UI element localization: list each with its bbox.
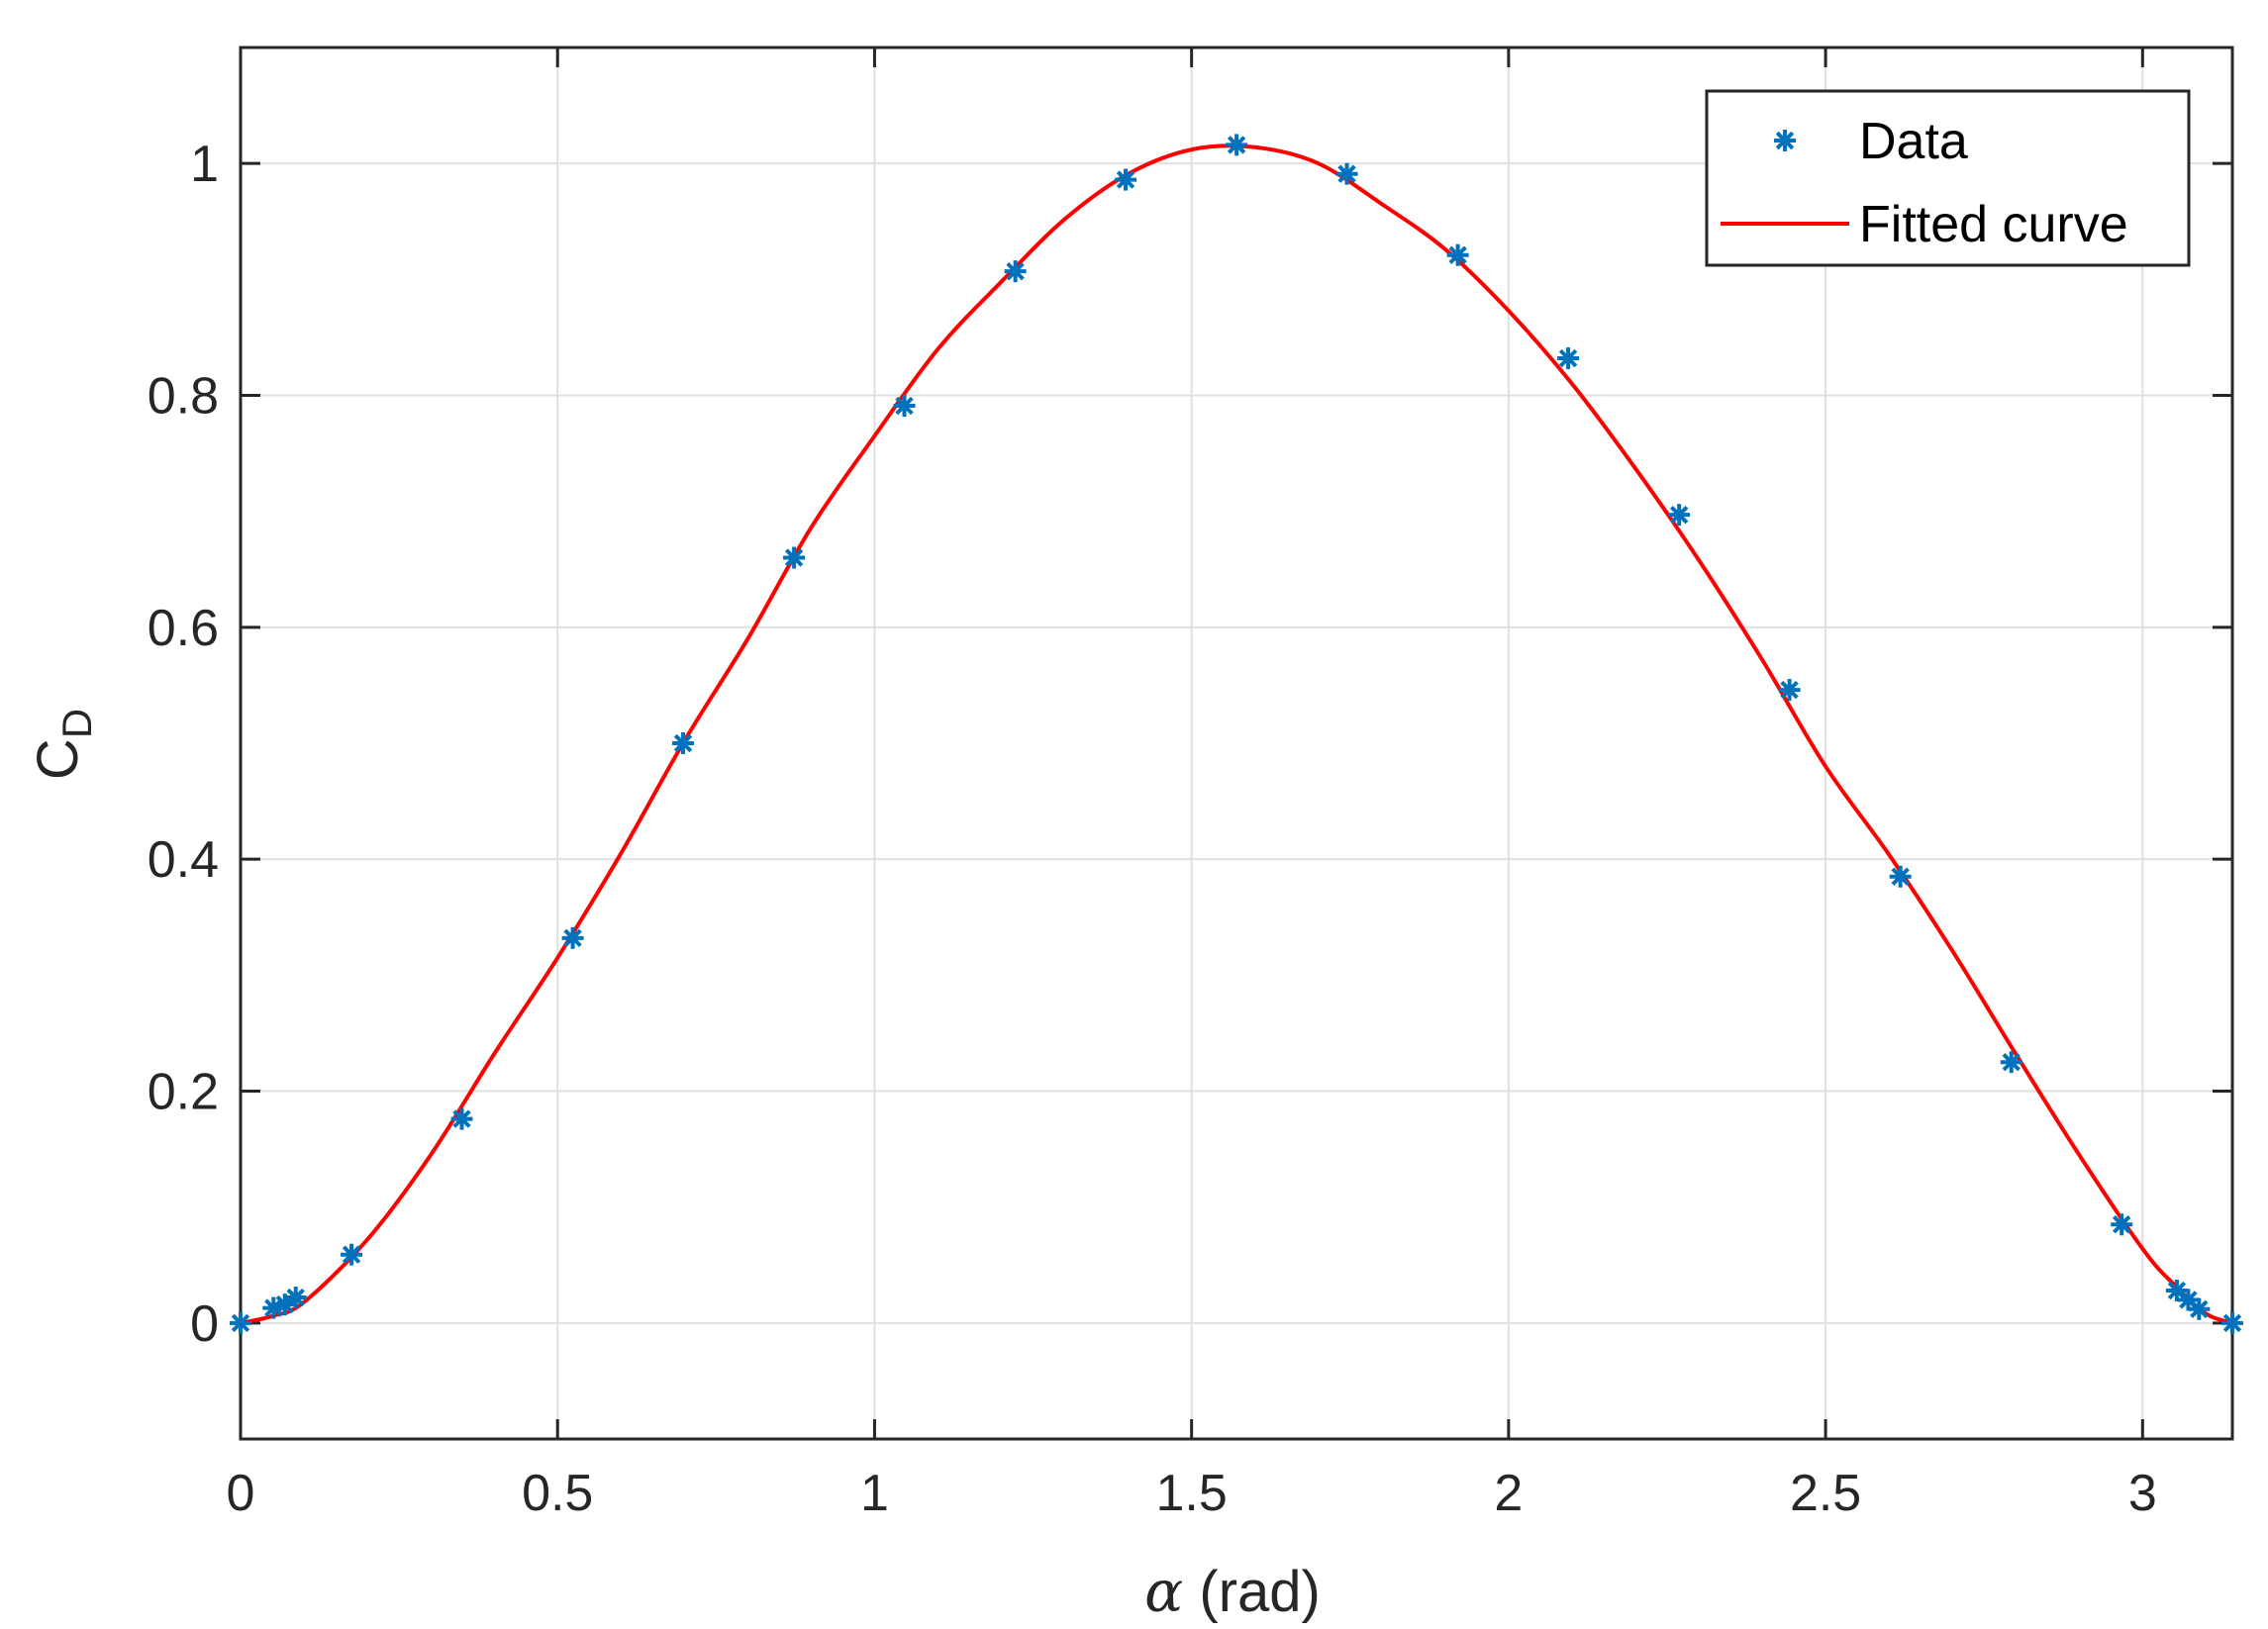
data-point: [1335, 162, 1358, 185]
data-point: [1778, 679, 1801, 702]
legend: Data Fitted curve: [1705, 89, 2191, 267]
y-tick-label: 0.8: [148, 368, 219, 426]
fitted-curve-line: [240, 144, 2233, 1325]
data-point: [450, 1107, 473, 1130]
y-tick-labels: 0 0.2 0.4 0.6 0.8 1: [148, 136, 219, 1353]
data-point: [341, 1243, 363, 1266]
fitted-curve-series: [240, 144, 2233, 1325]
legend-label-data: Data: [1859, 113, 1968, 170]
grid: [240, 48, 2232, 1439]
x-tick-labels: 0 0.5 1 1.5 2 2.5 3: [227, 1465, 2157, 1522]
x-tick-label: 2: [1494, 1465, 1523, 1522]
x-tick-label: 3: [2128, 1465, 2157, 1522]
y-tick-label: 0.6: [148, 600, 219, 657]
x-tick-label: 1.5: [1156, 1465, 1228, 1522]
data-point: [2111, 1213, 2133, 1236]
data-point: [1668, 504, 1691, 527]
y-axis-main: C: [26, 738, 90, 780]
axes-box: [239, 46, 2234, 1441]
data-point: [1889, 865, 1912, 888]
y-axis-title: CD: [26, 709, 100, 780]
x-tick-label: 0.5: [522, 1465, 593, 1522]
x-tick-label: 2.5: [1790, 1465, 1861, 1522]
data-point: [1557, 347, 1580, 370]
data-point: [672, 732, 695, 754]
data-point: [783, 546, 806, 569]
y-axis-subscript: D: [53, 709, 100, 738]
data-point: [284, 1287, 307, 1309]
legend-data-marker: [1774, 130, 1796, 151]
tick-marks: [239, 48, 2232, 1439]
x-tick-label: 0: [227, 1465, 255, 1522]
y-tick-label: 0: [190, 1295, 219, 1353]
legend-asterisk: [1774, 130, 1796, 151]
x-axis-title: α (rad): [1144, 1558, 1321, 1625]
y-tick-label: 0.2: [148, 1064, 219, 1121]
data-point: [1115, 168, 1137, 191]
data-point: [2188, 1297, 2211, 1320]
legend-box: [1705, 89, 2191, 267]
data-point: [893, 395, 916, 418]
data-point: [1004, 260, 1027, 283]
plot-area: [241, 48, 2232, 1439]
data-point: [1226, 134, 1248, 156]
legend-label-fitted: Fitted curve: [1859, 196, 2128, 253]
x-axis-symbol: α: [1144, 1558, 1183, 1625]
y-tick-label: 0.4: [148, 831, 219, 889]
data-point: [1446, 243, 1469, 266]
data-point: [2000, 1051, 2022, 1074]
data-point: [2221, 1311, 2243, 1334]
data-point: [230, 1311, 251, 1334]
data-series: [230, 134, 2243, 1334]
data-point: [561, 926, 584, 949]
x-axis-unit: (rad): [1183, 1560, 1321, 1624]
x-tick-label: 1: [860, 1465, 889, 1522]
y-tick-label: 1: [190, 136, 219, 193]
